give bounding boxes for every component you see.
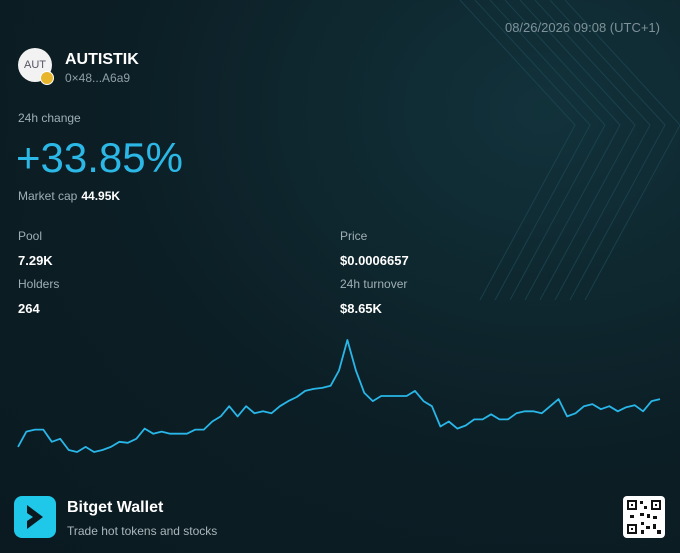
timestamp: 08/26/2026 09:08 (UTC+1) — [504, 20, 660, 35]
stat-value: $0.0006657 — [340, 253, 409, 268]
avatar-badge — [40, 71, 54, 85]
stat: Pool 7.29K — [18, 229, 318, 268]
stat: Price $0.0006657 — [340, 229, 640, 268]
stat: Holders 264 — [18, 277, 318, 316]
stat-value: $8.65K — [340, 301, 382, 316]
qr-pattern — [627, 500, 661, 534]
stat-label: Price — [340, 229, 368, 243]
stat-value: 264 — [18, 301, 40, 316]
market-cap-value: 44.95K — [81, 189, 121, 203]
brand-tagline: Trade hot tokens and stocks — [67, 524, 218, 538]
stat-label: Holders — [18, 277, 60, 291]
brand-name: Bitget Wallet — [67, 499, 164, 516]
sparkline — [17, 339, 661, 453]
token-address: 0×48...A6a9 — [65, 71, 131, 85]
market-cap-label: Market cap — [18, 189, 78, 203]
stat-value: 7.29K — [18, 253, 53, 268]
qr-code — [623, 496, 665, 538]
stat-label: Pool — [18, 229, 43, 243]
change-label: 24h change — [18, 111, 81, 125]
stat: 24h turnover $8.65K — [340, 277, 640, 316]
change-value: +33.85% — [16, 134, 183, 181]
brand-logo — [14, 496, 56, 538]
token-name: AUTISTIK — [65, 51, 139, 68]
stat-label: 24h turnover — [340, 277, 408, 291]
market-cap: Market cap 44.95K — [18, 189, 120, 203]
